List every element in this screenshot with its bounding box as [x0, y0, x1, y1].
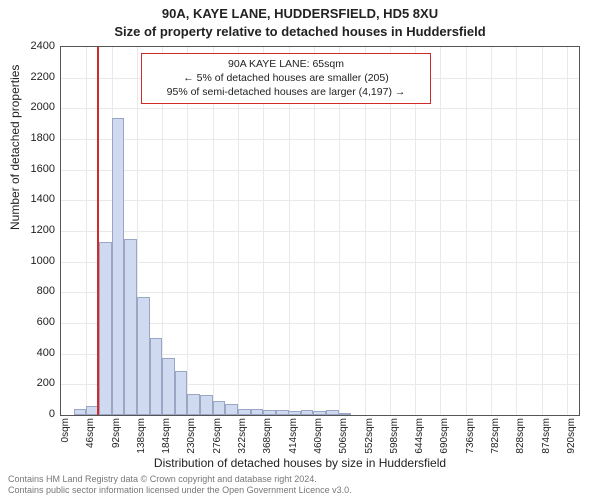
gridline-horizontal: [61, 108, 579, 109]
x-tick-label: 184sqm: [161, 418, 172, 458]
x-tick-label: 276sqm: [212, 418, 223, 458]
histogram-bar: [288, 411, 301, 415]
x-tick-label: 920sqm: [566, 418, 577, 458]
x-tick-label: 322sqm: [237, 418, 248, 458]
y-tick-label: 1600: [5, 163, 55, 175]
x-tick-label: 0sqm: [60, 418, 71, 458]
histogram-bar: [326, 410, 339, 415]
chart-title-address: 90A, KAYE LANE, HUDDERSFIELD, HD5 8XU: [0, 6, 600, 21]
x-tick-label: 368sqm: [262, 418, 273, 458]
histogram-bar: [263, 410, 276, 415]
histogram-bar: [238, 409, 251, 415]
gridline-horizontal: [61, 170, 579, 171]
x-tick-label: 460sqm: [313, 418, 324, 458]
y-tick-label: 1200: [5, 224, 55, 236]
x-tick-label: 552sqm: [364, 418, 375, 458]
histogram-bar: [137, 297, 150, 415]
x-tick-label: 598sqm: [389, 418, 400, 458]
y-tick-label: 2000: [5, 101, 55, 113]
histogram-bar: [251, 409, 264, 415]
histogram-bar: [162, 358, 175, 415]
attribution-footer: Contains HM Land Registry data © Crown c…: [8, 474, 352, 497]
x-tick-label: 644sqm: [414, 418, 425, 458]
annotation-line-1: 90A KAYE LANE: 65sqm: [150, 57, 422, 71]
y-tick-label: 0: [5, 408, 55, 420]
gridline-vertical: [542, 47, 543, 415]
y-tick-label: 800: [5, 285, 55, 297]
y-tick-label: 1000: [5, 255, 55, 267]
x-tick-label: 92sqm: [111, 418, 122, 458]
y-tick-label: 2200: [5, 71, 55, 83]
x-tick-label: 46sqm: [85, 418, 96, 458]
chart-title-subtitle: Size of property relative to detached ho…: [0, 24, 600, 39]
histogram-bar: [187, 394, 200, 415]
y-tick-label: 2400: [5, 40, 55, 52]
annotation-box: 90A KAYE LANE: 65sqm ← 5% of detached ho…: [141, 53, 431, 104]
x-tick-label: 690sqm: [439, 418, 450, 458]
histogram-bar: [276, 410, 289, 415]
gridline-horizontal: [61, 262, 579, 263]
x-tick-label: 506sqm: [338, 418, 349, 458]
histogram-bar: [74, 409, 87, 415]
gridline-vertical: [567, 47, 568, 415]
plot-area: 90A KAYE LANE: 65sqm ← 5% of detached ho…: [60, 46, 580, 416]
chart-container: 90A, KAYE LANE, HUDDERSFIELD, HD5 8XU Si…: [0, 0, 600, 500]
annotation-line-3: 95% of semi-detached houses are larger (…: [150, 85, 422, 99]
x-tick-label: 414sqm: [288, 418, 299, 458]
histogram-bar: [313, 411, 326, 415]
property-marker-line: [97, 47, 99, 415]
gridline-horizontal: [61, 231, 579, 232]
histogram-bar: [339, 413, 352, 415]
gridline-vertical: [86, 47, 87, 415]
histogram-bar: [213, 401, 226, 415]
x-tick-label: 874sqm: [541, 418, 552, 458]
histogram-bar: [175, 371, 188, 415]
histogram-bar: [150, 338, 163, 415]
y-tick-label: 1800: [5, 132, 55, 144]
histogram-bar: [301, 410, 314, 415]
x-tick-label: 736sqm: [465, 418, 476, 458]
x-tick-label: 138sqm: [136, 418, 147, 458]
x-axis-label: Distribution of detached houses by size …: [0, 456, 600, 470]
annotation-line-2: ← 5% of detached houses are smaller (205…: [150, 71, 422, 85]
gridline-horizontal: [61, 200, 579, 201]
x-tick-label: 828sqm: [515, 418, 526, 458]
gridline-horizontal: [61, 292, 579, 293]
gridline-vertical: [466, 47, 467, 415]
gridline-horizontal: [61, 139, 579, 140]
y-tick-label: 400: [5, 347, 55, 359]
histogram-bar: [99, 242, 112, 415]
x-tick-label: 230sqm: [186, 418, 197, 458]
gridline-vertical: [516, 47, 517, 415]
histogram-bar: [124, 239, 137, 415]
histogram-bar: [225, 404, 238, 415]
histogram-bar: [200, 395, 213, 415]
y-tick-label: 200: [5, 377, 55, 389]
footer-line-1: Contains HM Land Registry data © Crown c…: [8, 474, 352, 485]
gridline-vertical: [440, 47, 441, 415]
footer-line-2: Contains public sector information licen…: [8, 485, 352, 496]
y-tick-label: 600: [5, 316, 55, 328]
gridline-vertical: [491, 47, 492, 415]
histogram-bar: [112, 118, 125, 415]
x-tick-label: 782sqm: [490, 418, 501, 458]
y-tick-label: 1400: [5, 193, 55, 205]
